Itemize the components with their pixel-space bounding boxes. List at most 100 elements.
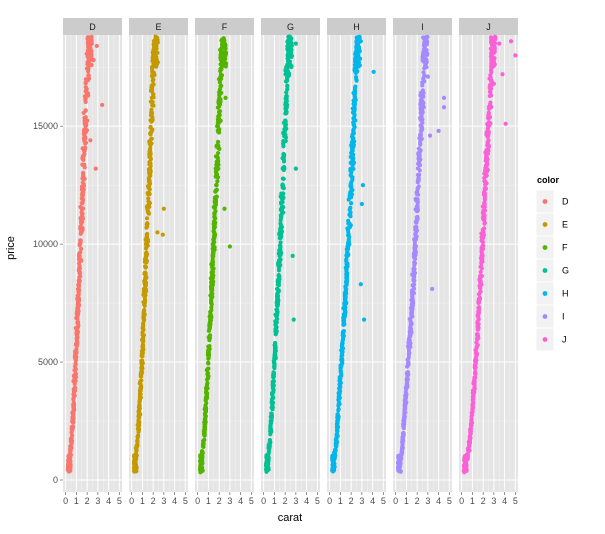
data-point bbox=[345, 226, 350, 231]
points-J bbox=[461, 34, 518, 475]
x-tick-label: 5 bbox=[183, 496, 188, 506]
data-point bbox=[414, 192, 420, 197]
data-point bbox=[151, 103, 156, 108]
data-point bbox=[222, 59, 227, 64]
data-point bbox=[282, 129, 287, 134]
outlier-point bbox=[441, 95, 447, 100]
data-point bbox=[410, 289, 415, 294]
data-point bbox=[83, 115, 88, 120]
data-point bbox=[413, 250, 418, 255]
data-point bbox=[277, 247, 282, 253]
data-point bbox=[213, 188, 219, 194]
x-tick-label: 5 bbox=[381, 496, 386, 506]
data-point bbox=[478, 286, 483, 291]
data-point bbox=[357, 49, 362, 54]
data-point bbox=[412, 242, 417, 247]
data-point bbox=[151, 54, 157, 60]
data-point bbox=[275, 286, 280, 292]
data-point bbox=[142, 271, 147, 276]
data-point bbox=[350, 187, 355, 193]
data-point bbox=[355, 56, 360, 61]
data-point bbox=[144, 252, 149, 257]
data-point bbox=[473, 358, 479, 363]
data-point bbox=[473, 361, 478, 366]
data-point bbox=[142, 278, 147, 283]
data-point bbox=[276, 282, 281, 287]
data-point bbox=[482, 200, 487, 206]
data-point bbox=[489, 104, 494, 110]
data-point bbox=[415, 166, 420, 171]
data-point bbox=[81, 110, 86, 115]
data-point bbox=[202, 430, 207, 435]
data-point bbox=[155, 35, 160, 40]
data-point bbox=[208, 276, 213, 281]
data-point bbox=[148, 124, 153, 130]
data-point bbox=[206, 360, 211, 365]
facet-panel-G: G bbox=[261, 18, 320, 492]
data-point bbox=[337, 401, 342, 407]
data-point bbox=[269, 415, 274, 420]
data-point bbox=[350, 161, 355, 167]
data-point bbox=[284, 95, 289, 100]
data-point bbox=[484, 168, 489, 173]
facet-strip-label: E bbox=[155, 22, 161, 32]
data-point bbox=[280, 185, 285, 190]
data-point bbox=[137, 394, 143, 399]
data-point bbox=[286, 71, 291, 76]
data-point bbox=[341, 322, 346, 327]
data-point bbox=[219, 52, 224, 57]
data-point bbox=[70, 419, 75, 424]
outlier-point bbox=[441, 105, 447, 110]
outlier-point bbox=[436, 128, 441, 133]
data-point bbox=[137, 399, 142, 404]
data-point bbox=[72, 377, 78, 383]
data-point bbox=[415, 187, 420, 192]
data-point bbox=[270, 404, 275, 410]
data-point bbox=[399, 448, 404, 453]
x-tick-label: 5 bbox=[315, 496, 320, 506]
data-point bbox=[356, 52, 361, 58]
data-point bbox=[272, 361, 277, 366]
data-point bbox=[139, 370, 145, 375]
data-point bbox=[475, 342, 480, 348]
data-point bbox=[144, 238, 149, 243]
data-point bbox=[413, 207, 418, 212]
x-tick-label: 0 bbox=[327, 496, 332, 506]
data-point bbox=[198, 453, 203, 458]
x-tick-label: 1 bbox=[338, 496, 343, 506]
data-point bbox=[484, 132, 489, 137]
data-point bbox=[76, 300, 81, 305]
data-point bbox=[71, 396, 76, 401]
data-point bbox=[223, 46, 228, 51]
data-point bbox=[402, 409, 407, 414]
data-point bbox=[480, 210, 485, 215]
data-point bbox=[69, 440, 74, 446]
facet-panel-H: H bbox=[327, 18, 386, 492]
data-point bbox=[211, 237, 216, 242]
data-point bbox=[73, 386, 78, 391]
outlier-point bbox=[503, 121, 508, 126]
data-point bbox=[404, 392, 409, 397]
legend-entry-I: I bbox=[535, 304, 565, 329]
data-point bbox=[215, 179, 220, 184]
data-point bbox=[274, 312, 279, 317]
data-point bbox=[204, 377, 210, 382]
data-point bbox=[69, 436, 74, 441]
data-point bbox=[81, 131, 86, 136]
data-point bbox=[203, 395, 208, 401]
data-point bbox=[464, 456, 469, 461]
data-point bbox=[419, 90, 424, 96]
x-tick-label: 1 bbox=[404, 496, 409, 506]
data-point bbox=[350, 156, 355, 162]
data-point bbox=[407, 338, 412, 343]
data-point bbox=[488, 121, 493, 126]
facet-panel-J: J bbox=[459, 18, 518, 492]
data-point bbox=[78, 231, 83, 236]
data-point bbox=[403, 397, 408, 403]
data-point bbox=[264, 453, 269, 458]
data-point bbox=[471, 389, 476, 394]
data-point bbox=[74, 327, 80, 333]
outlier-point bbox=[293, 166, 298, 171]
data-point bbox=[405, 364, 410, 369]
